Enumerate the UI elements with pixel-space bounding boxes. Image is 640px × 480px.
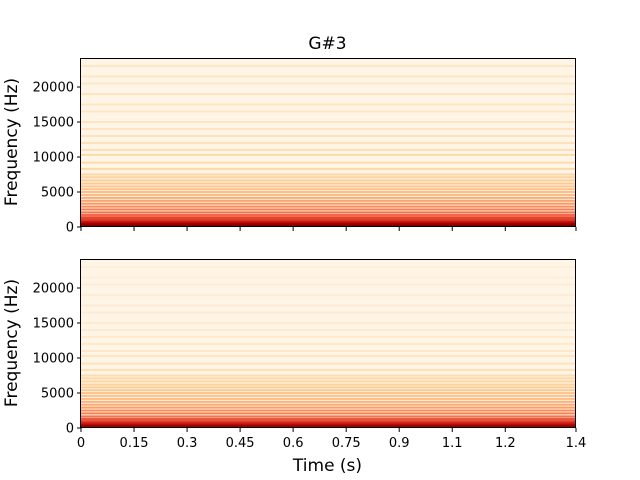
harmonic-band <box>81 128 576 130</box>
harmonic-band <box>81 193 576 196</box>
harmonic-band <box>81 65 576 67</box>
harmonic-band <box>81 161 576 164</box>
harmonic-band <box>81 368 576 371</box>
harmonic-band <box>81 135 576 137</box>
y-tick-label: 15000 <box>33 116 74 131</box>
top-x-axis <box>80 227 577 231</box>
harmonic-band <box>81 400 576 403</box>
harmonic-band <box>81 179 576 182</box>
bottom-y-axis-label: Frequency (Hz) <box>2 279 22 407</box>
harmonic-band <box>81 142 576 144</box>
y-tick-label: 20000 <box>33 282 74 297</box>
harmonic-band <box>81 110 576 113</box>
harmonic-band <box>81 394 576 397</box>
harmonic-band <box>81 397 576 400</box>
y-tick-label: 0 <box>66 422 74 437</box>
harmonic-band <box>81 196 576 199</box>
harmonic-band <box>81 205 576 208</box>
x-tick-label: 0.6 <box>283 436 304 451</box>
harmonic-band <box>81 188 576 191</box>
harmonic-band <box>81 417 576 421</box>
harmonic-band <box>81 403 576 406</box>
bottom-x-axis: 0 0.15 0.3 0.45 0.6 0.75 0.9 1.1 1.2 1.4 <box>77 428 586 451</box>
harmonic-band <box>81 216 576 220</box>
top-y-axis-label: Frequency (Hz) <box>2 78 22 206</box>
harmonic-band <box>81 173 576 176</box>
top-plot-frame <box>80 58 576 227</box>
harmonic-band <box>81 208 576 211</box>
y-tick-label: 5000 <box>41 186 74 201</box>
harmonic-band <box>81 377 576 380</box>
harmonic-band <box>81 409 576 412</box>
y-tick-label: 5000 <box>41 387 74 402</box>
x-tick-label: 0 <box>77 436 85 451</box>
harmonic-band <box>81 383 576 386</box>
harmonic-band <box>81 266 576 268</box>
harmonic-band <box>81 350 576 352</box>
top-y-axis: 0 5000 10000 15000 20000 <box>33 81 81 236</box>
harmonic-band <box>81 121 576 123</box>
y-tick-label: 15000 <box>33 317 74 332</box>
harmonic-band <box>81 304 576 307</box>
harmonic-band <box>81 336 576 338</box>
y-tick-label: 10000 <box>33 151 74 166</box>
harmonic-band <box>81 406 576 409</box>
harmonic-band <box>81 185 576 188</box>
harmonic-band <box>81 362 576 365</box>
harmonic-band <box>81 153 576 156</box>
harmonic-band <box>81 211 576 214</box>
harmonic-band <box>81 329 576 331</box>
bottom-y-axis: 0 5000 10000 15000 20000 <box>33 282 81 437</box>
harmonic-band <box>81 176 576 179</box>
harmonic-band <box>81 389 576 392</box>
x-tick-label: 0.3 <box>177 436 198 451</box>
harmonic-band <box>81 191 576 193</box>
harmonic-band <box>81 386 576 389</box>
harmonic-band <box>81 311 576 314</box>
harmonic-band <box>81 343 576 345</box>
y-tick-label: 20000 <box>33 81 74 96</box>
harmonic-band <box>81 213 576 217</box>
harmonic-band <box>81 82 576 85</box>
x-tick-label: 1.1 <box>442 436 463 451</box>
harmonic-band <box>81 412 576 415</box>
harmonic-band <box>81 182 576 185</box>
harmonic-band <box>81 322 576 324</box>
bottom-plot-frame <box>80 259 576 428</box>
harmonic-band <box>81 202 576 205</box>
harmonic-band <box>81 392 576 394</box>
harmonic-band <box>81 354 576 357</box>
harmonic-band <box>81 199 576 202</box>
y-tick-label: 10000 <box>33 352 74 367</box>
harmonic-band <box>81 93 576 95</box>
x-tick-label: 0.75 <box>332 436 361 451</box>
x-tick-label: 1.4 <box>566 436 587 451</box>
y-tick-label: 0 <box>66 221 74 236</box>
x-tick-label: 0.45 <box>226 436 255 451</box>
top-spectrogram-panel: 0 5000 10000 15000 20000 Frequency (Hz) <box>2 58 577 236</box>
harmonic-band <box>81 75 576 78</box>
harmonic-band <box>81 415 576 418</box>
harmonic-band <box>81 294 576 296</box>
chart-title: G#3 <box>308 34 346 54</box>
harmonic-band <box>81 149 576 151</box>
x-axis-label: Time (s) <box>292 456 362 476</box>
harmonic-band <box>81 167 576 170</box>
x-tick-label: 0.9 <box>389 436 410 451</box>
harmonic-band <box>81 276 576 279</box>
harmonic-band <box>81 283 576 286</box>
x-tick-label: 1.2 <box>495 436 516 451</box>
bottom-spectrogram-panel: 0 5000 10000 15000 20000 0 0.15 0.3 0.45 0.6 0.75… <box>2 259 586 476</box>
bottom-spectrogram-bands <box>81 260 576 428</box>
harmonic-band <box>81 380 576 383</box>
harmonic-band <box>81 103 576 106</box>
harmonic-band <box>81 374 576 377</box>
top-spectrogram-bands <box>81 59 576 227</box>
x-tick-label: 0.15 <box>120 436 149 451</box>
